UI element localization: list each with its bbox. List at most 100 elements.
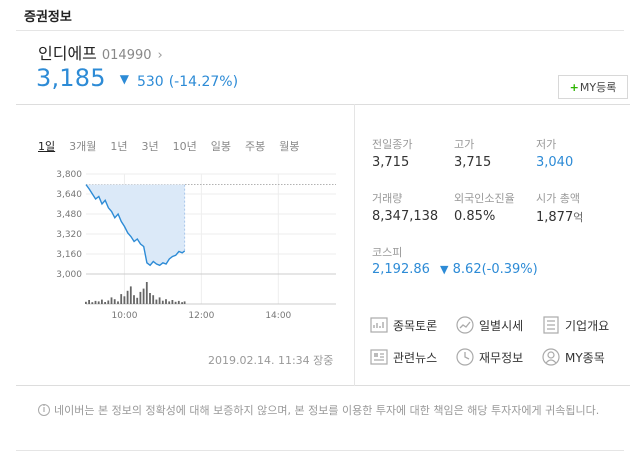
high-value: 3,715: [454, 155, 492, 170]
person-icon: [542, 348, 560, 366]
volume-bar: [171, 300, 174, 304]
x-tick-label: 12:00: [188, 311, 214, 321]
volume-bar: [183, 301, 186, 304]
my-stocks-link[interactable]: MY종목: [542, 348, 605, 366]
volume-bar: [139, 291, 142, 304]
my-register-button[interactable]: + MY등록: [558, 75, 628, 99]
volume-bar: [174, 301, 177, 304]
news-icon: [370, 349, 388, 365]
kospi-value: 2,192.86: [372, 262, 430, 277]
bottom-divider: [16, 450, 624, 451]
volume-bar: [165, 299, 167, 304]
stock-info-panel: [16, 104, 630, 386]
volume-bar: [104, 302, 106, 304]
tab-1y[interactable]: 1년: [110, 140, 128, 153]
kospi-label-wrap: 코스피: [372, 244, 402, 260]
stock-name-link[interactable]: 인디에프 014990 ›: [38, 40, 163, 64]
market-cap-value: 1,877억: [536, 209, 583, 225]
top-divider: [16, 30, 624, 31]
market-cap-unit: 억: [573, 211, 584, 224]
volume-bar: [101, 299, 103, 304]
section-title: 증권정보: [24, 10, 72, 25]
tab-3y[interactable]: 3년: [141, 140, 159, 153]
volume-bar: [88, 300, 90, 304]
company-overview-link[interactable]: 기업개요: [542, 316, 609, 334]
y-tick-label: 3,480: [56, 210, 82, 220]
trend-icon: [456, 316, 474, 334]
tab-3m[interactable]: 3개월: [69, 140, 97, 153]
stock-code: 014990: [101, 48, 152, 63]
price-change-percent: (-14.27%): [168, 74, 239, 90]
tab-weekly[interactable]: 주봉: [245, 140, 266, 153]
y-tick-label: 3,000: [56, 270, 82, 280]
volume-bar: [97, 301, 100, 304]
kospi-value-row: 2,192.86 ▼ 8.62(-0.39%): [372, 262, 538, 277]
volume-bar: [113, 299, 116, 304]
prev-close-label: 전일종가: [372, 138, 413, 151]
price-change: 530: [136, 74, 164, 90]
high-info: 고가 3,715: [454, 136, 491, 170]
volume-label: 거래량: [372, 192, 403, 205]
volume-bar: [152, 295, 155, 304]
price-area: [86, 184, 185, 266]
info-icon: i: [38, 404, 50, 416]
y-tick-label: 3,320: [56, 230, 82, 240]
volume-bar: [123, 296, 126, 304]
disclaimer-notice: i 네이버는 본 정보의 정확성에 대해 보증하지 않으며, 본 정보를 이용한…: [38, 402, 599, 418]
link-label: 기업개요: [565, 318, 610, 333]
volume-bar: [161, 300, 164, 304]
volume-bar: [85, 301, 87, 304]
volume-bar: [145, 282, 148, 304]
current-price: 3,185: [36, 64, 106, 92]
link-label: 종목토론: [393, 318, 438, 333]
tab-10y[interactable]: 10년: [172, 140, 197, 153]
stock-name: 인디에프: [38, 44, 97, 63]
volume-bar: [158, 297, 161, 304]
prev-close-info: 전일종가 3,715: [372, 136, 412, 170]
tab-monthly[interactable]: 월봉: [279, 140, 300, 153]
low-info: 저가 3,040: [536, 136, 573, 170]
foreign-ratio-info: 외국인소진율 0.85%: [454, 190, 515, 224]
volume-bar: [120, 294, 123, 304]
stock-discussion-link[interactable]: 종목토론: [370, 316, 437, 334]
volume-bar: [91, 302, 94, 304]
low-value: 3,040: [536, 155, 574, 170]
kospi-label[interactable]: 코스피: [372, 246, 403, 259]
foreign-ratio-value: 0.85%: [454, 209, 496, 224]
market-cap-label: 시가 총액: [536, 192, 580, 205]
intraday-price-chart: 3,800 3,640 3,480 3,320 3,160 3,000 10:00 12:00…: [56, 170, 336, 321]
volume-bar: [136, 297, 139, 304]
down-arrow-icon: ▼: [119, 72, 129, 86]
volume-bar: [94, 300, 97, 304]
high-label: 고가: [454, 138, 475, 151]
volume-bar: [155, 299, 158, 304]
market-cap-info: 시가 총액 1,877억: [536, 190, 583, 225]
link-label: MY종목: [565, 350, 605, 365]
daily-price-link[interactable]: 일별시세: [456, 316, 523, 334]
chart-timestamp: 2019.02.14. 11:34 장중: [208, 354, 334, 367]
volume-bar: [177, 300, 180, 304]
y-tick-label: 3,160: [56, 250, 82, 260]
y-tick-label: 3,640: [56, 190, 82, 200]
plus-icon: +: [569, 80, 579, 94]
clock-icon: [456, 348, 474, 366]
volume-bar: [117, 301, 119, 304]
link-label: 관련뉴스: [393, 350, 438, 365]
x-tick-label: 10:00: [111, 311, 137, 321]
x-tick-label: 14:00: [265, 311, 291, 321]
tab-1d[interactable]: 1일: [38, 140, 56, 153]
panel-divider: [354, 104, 355, 386]
y-tick-label: 3,800: [56, 170, 82, 180]
volume-bar: [133, 295, 135, 304]
down-arrow-icon: ▼: [440, 263, 449, 276]
tab-daily[interactable]: 일봉: [210, 140, 231, 153]
link-label: 재무정보: [479, 350, 524, 365]
volume-info: 거래량 8,347,138: [372, 190, 438, 224]
financial-info-link[interactable]: 재무정보: [456, 348, 523, 366]
volume-bar: [168, 301, 171, 304]
related-news-link[interactable]: 관련뉴스: [370, 348, 437, 366]
my-register-label: MY등록: [579, 81, 617, 94]
disclaimer-text: 네이버는 본 정보의 정확성에 대해 보증하지 않으며, 본 정보를 이용한 투…: [54, 404, 600, 417]
volume-bar: [126, 290, 129, 304]
foreign-ratio-label: 외국인소진율: [454, 192, 515, 205]
